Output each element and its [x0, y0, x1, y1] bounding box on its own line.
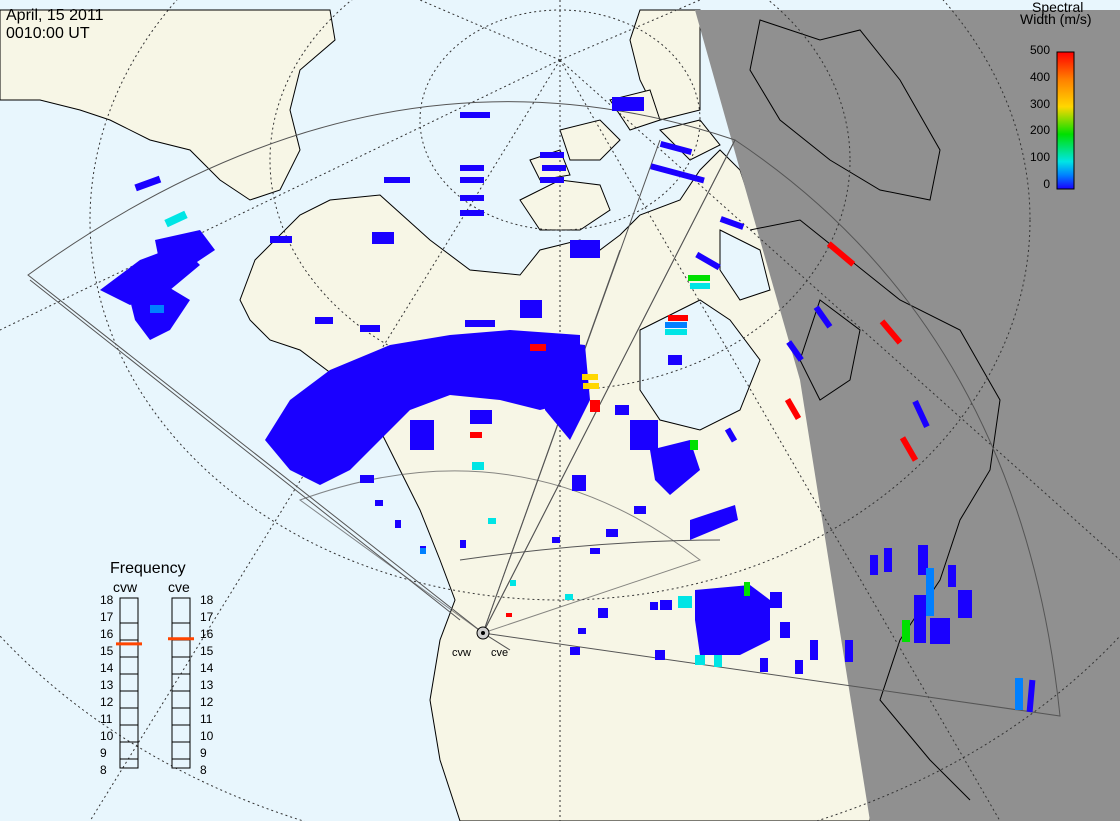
frequency-title: Frequency: [110, 560, 186, 577]
radar-echoes: [100, 97, 1036, 713]
frequency-tick-left: 14: [100, 661, 114, 675]
frequency-tick-right: 17: [200, 610, 214, 624]
frequency-tick-right: 16: [200, 627, 214, 641]
colorbar-title-line2: Width (m/s): [1020, 11, 1092, 27]
frequency-tick-left: 15: [100, 644, 114, 658]
frequency-tick-left: 12: [100, 695, 114, 709]
frequency-tick-left: 16: [100, 627, 114, 641]
colorbar-title-line1: Spectral: [1032, 0, 1084, 15]
frequency-tick-right: 15: [200, 644, 214, 658]
colorbar-tick-label: 200: [1029, 123, 1050, 138]
frequency-tick-left: 10: [100, 729, 114, 743]
radar-sites: [476, 626, 490, 640]
colorbar-tick-label: 300: [1029, 96, 1050, 111]
colorbar-tick-label: 0: [1043, 177, 1050, 191]
radar-label-cve: cve: [168, 579, 190, 595]
frequency-tick-left: 9: [100, 746, 107, 760]
site-label-cvw: cvw: [452, 647, 471, 659]
frequency-tick-left: 18: [100, 593, 114, 607]
frequency-tick-right: 9: [200, 746, 207, 760]
colorbar-tick-label: 100: [1029, 150, 1050, 165]
colorbar: [1056, 51, 1075, 190]
frequency-tick-left: 8: [100, 763, 107, 777]
time-label: 0010:00 UT: [6, 25, 90, 42]
frequency-tick-right: 11: [200, 712, 213, 726]
frequency-tick-left: 17: [100, 610, 114, 624]
frequency-tick-right: 10: [200, 729, 214, 743]
date-label: April, 15 2011: [6, 7, 104, 24]
radar-label-cvw: cvw: [113, 579, 138, 595]
frequency-tick-right: 12: [200, 695, 214, 709]
frequency-tick-right: 8: [200, 763, 207, 777]
colorbar-tick-label: 400: [1029, 69, 1050, 84]
night-region: [695, 10, 1120, 821]
frequency-tick-right: 18: [200, 593, 214, 607]
site-label-cve: cve: [491, 647, 509, 659]
colorbar-tick-label: 500: [1029, 43, 1050, 57]
frequency-tick-right: 13: [200, 678, 214, 692]
frequency-tick-left: 11: [100, 712, 113, 726]
frequency-tick-right: 14: [200, 661, 214, 675]
frequency-bars: [116, 597, 194, 769]
frequency-tick-left: 13: [100, 678, 114, 692]
